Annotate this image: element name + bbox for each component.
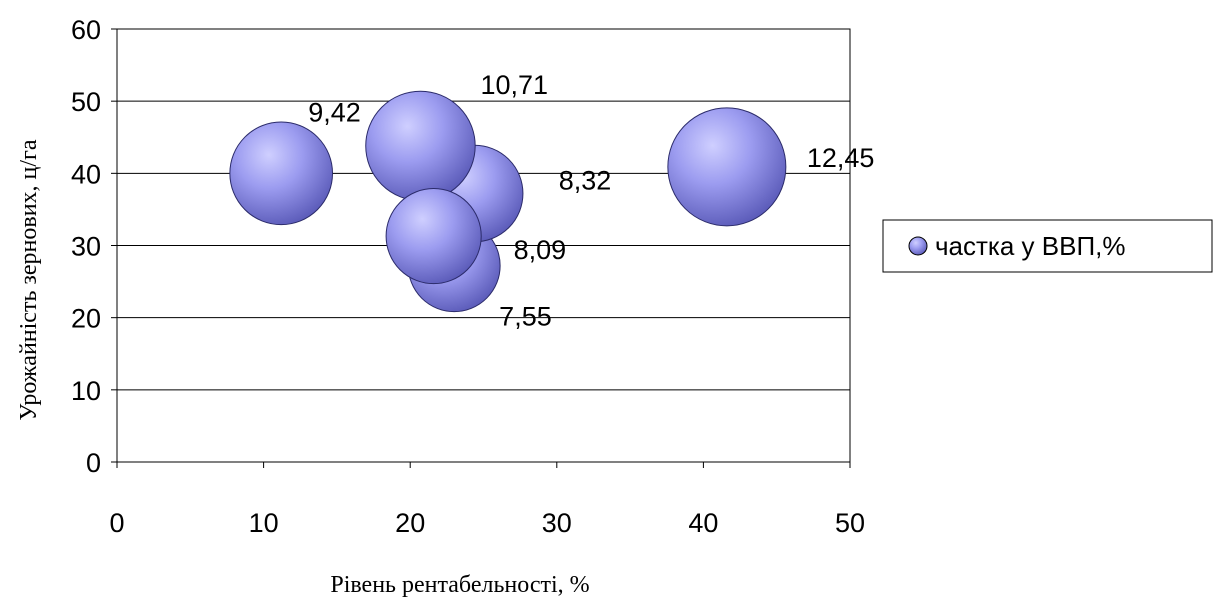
- bubble: [365, 90, 476, 202]
- legend-box: [882, 219, 1213, 273]
- x-tick-label: 0: [109, 508, 124, 538]
- y-tick-label: 30: [71, 232, 101, 262]
- bubble: [385, 188, 482, 285]
- data-label: 12,45: [807, 143, 875, 173]
- y-tick-label: 20: [71, 304, 101, 334]
- x-tick-label: 40: [688, 508, 718, 538]
- x-tick-label: 50: [835, 508, 865, 538]
- x-tick-label: 20: [395, 508, 425, 538]
- data-label: 8,32: [559, 166, 612, 196]
- data-label: 7,55: [499, 302, 552, 332]
- legend-label: частка у ВВП,%: [935, 231, 1125, 261]
- x-tick-label: 10: [249, 508, 279, 538]
- y-tick-label: 50: [71, 87, 101, 117]
- data-label: 9,42: [308, 97, 361, 127]
- legend-marker: [908, 236, 928, 256]
- x-tick-label: 30: [542, 508, 572, 538]
- legend: частка у ВВП,%: [882, 219, 1213, 273]
- bubble: [229, 121, 334, 226]
- y-tick-label: 0: [86, 448, 101, 478]
- y-tick-label: 60: [71, 15, 101, 45]
- y-tick-label: 40: [71, 159, 101, 189]
- y-tick-label: 10: [71, 376, 101, 406]
- data-label: 8,09: [514, 235, 567, 265]
- x-axis-title: Рівень рентабельності, %: [330, 572, 589, 598]
- bubble: [667, 107, 787, 227]
- y-axis-title: Урожайність зернових, ц/га: [16, 139, 42, 420]
- data-label: 10,71: [480, 70, 548, 100]
- bubbles: [229, 90, 787, 313]
- axes: 0 10 20 30 40 50 60 0 10 20 30 40 50: [71, 15, 865, 538]
- data-labels: 9,42 10,71 8,32 8,09 7,55 12,45: [308, 70, 874, 332]
